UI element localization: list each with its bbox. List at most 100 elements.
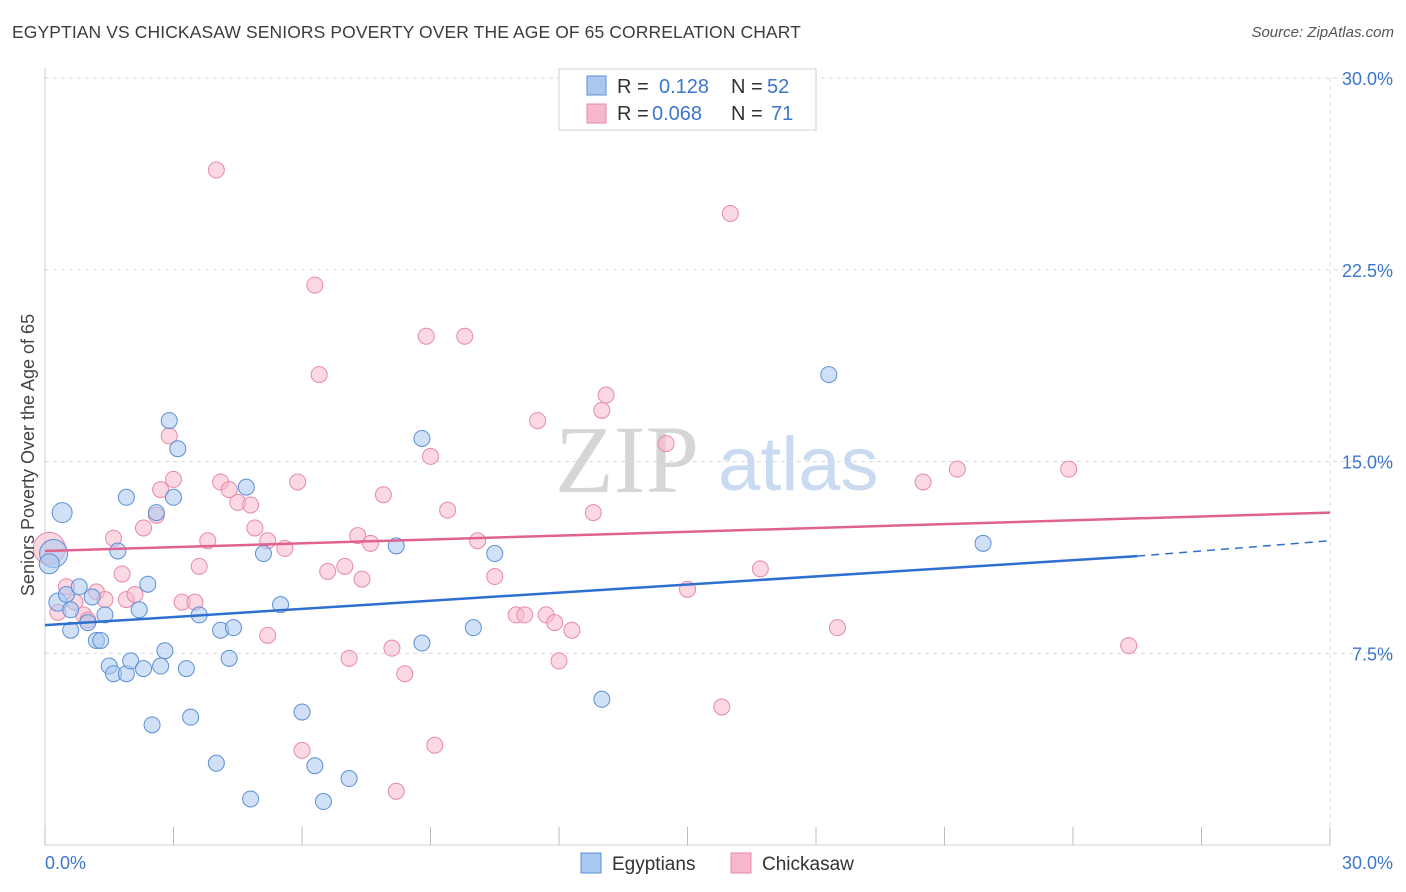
watermark: ZIP atlas	[555, 406, 879, 513]
chickasaw-point	[563, 621, 581, 639]
egyptians-point	[70, 578, 88, 596]
legend-n-label: N =	[731, 103, 763, 125]
egyptians-point	[160, 412, 178, 430]
chart-title: EGYPTIAN VS CHICKASAW SENIORS POVERTY OV…	[12, 22, 801, 42]
source-credit: Source: ZipAtlas.com	[1251, 24, 1394, 41]
chickasaw-point	[246, 519, 264, 537]
egyptians-point	[224, 619, 242, 637]
chickasaw-point	[550, 652, 568, 670]
egyptians-point	[109, 542, 127, 560]
chickasaw-point	[469, 532, 487, 550]
chickasaw-point	[353, 570, 371, 588]
legend-r-label: R =	[617, 76, 649, 98]
egyptians-point	[147, 504, 165, 522]
legend-swatch-egyptians[interactable]	[580, 852, 602, 874]
egyptians-point	[177, 660, 195, 678]
chickasaw-point	[113, 565, 131, 583]
egyptians-point	[314, 793, 332, 811]
egyptians-point	[92, 631, 110, 649]
egyptians-point	[272, 596, 290, 614]
chickasaw-point	[207, 161, 225, 179]
chickasaw-point	[362, 534, 380, 552]
chickasaw-point	[289, 473, 307, 491]
watermark-atlas: atlas	[718, 422, 879, 507]
chickasaw-point	[387, 782, 405, 800]
x-tick-label: 0.0%	[45, 853, 86, 873]
legend-swatch-chickasaw[interactable]	[730, 852, 752, 874]
egyptians-point	[38, 553, 60, 575]
egyptians-point	[135, 660, 153, 678]
egyptians-trend-extension	[1137, 540, 1331, 557]
egyptians-point	[152, 657, 170, 675]
egyptians-point	[51, 502, 73, 524]
legend-label-chickasaw[interactable]: Chickasaw	[762, 854, 854, 875]
egyptians-point	[413, 429, 431, 447]
chickasaw-point	[396, 665, 414, 683]
egyptians-point	[165, 488, 182, 506]
chickasaw-point	[374, 486, 392, 504]
chickasaw-point	[657, 435, 675, 453]
egyptians-point	[130, 601, 148, 619]
axes-layer: 7.5% 15.0% 22.5% 30.0% 0.0% 30.0%	[44, 68, 1393, 873]
legend-label-egyptians[interactable]: Egyptians	[612, 854, 695, 875]
y-tick-label: 7.5%	[1352, 644, 1393, 664]
chickasaw-point	[165, 470, 182, 488]
chickasaw-point	[349, 527, 367, 545]
legend-n-label: N =	[731, 76, 763, 98]
chickasaw-point	[597, 386, 615, 404]
egyptians-point	[820, 366, 838, 384]
egyptians-point	[122, 652, 140, 670]
points-layer	[32, 161, 1138, 811]
chickasaw-trend-line	[44, 511, 1331, 553]
y-tick-label: 30.0%	[1342, 69, 1393, 89]
chickasaw-point	[306, 276, 324, 294]
chickasaw-point	[713, 698, 731, 716]
chickasaw-point	[439, 501, 457, 519]
egyptians-trend-line	[44, 554, 1138, 627]
egyptians-point	[139, 575, 157, 593]
y-tick-label: 22.5%	[1342, 261, 1393, 281]
chickasaw-point	[914, 473, 932, 491]
egyptians-point	[593, 690, 611, 708]
chickasaw-point	[417, 327, 435, 345]
chickasaw-point	[751, 560, 769, 578]
chickasaw-point	[422, 447, 439, 465]
egyptians-point	[207, 754, 225, 772]
egyptians-point	[254, 545, 272, 563]
chickasaw-point	[242, 496, 260, 514]
egyptians-point	[413, 634, 431, 652]
egyptians-point	[237, 478, 255, 496]
egyptians-point	[96, 606, 114, 624]
egyptians-point	[242, 790, 260, 808]
chickasaw-point	[152, 481, 170, 499]
chickasaw-point	[584, 504, 602, 522]
chickasaw-point	[336, 557, 354, 575]
chickasaw-point	[126, 585, 144, 603]
chickasaw-point	[135, 519, 153, 537]
legend-n-value: 52	[767, 76, 789, 98]
x-tick-label: 30.0%	[1342, 853, 1393, 873]
y-axis-label: Seniors Poverty Over the Age of 65	[18, 314, 38, 596]
chickasaw-point	[310, 366, 328, 384]
chickasaw-point	[220, 481, 238, 499]
legend-n-value: 71	[771, 103, 793, 125]
legend-r-value: 0.068	[652, 103, 702, 125]
chickasaw-point	[293, 741, 311, 759]
egyptians-point	[182, 708, 200, 726]
chickasaw-point	[529, 412, 547, 430]
egyptians-point	[83, 588, 101, 606]
chickasaw-point	[828, 619, 846, 637]
chickasaw-point	[1060, 460, 1078, 478]
series-legend: Egyptians Chickasaw	[580, 852, 854, 875]
egyptians-point	[117, 488, 135, 506]
egyptians-point	[220, 649, 238, 667]
chickasaw-point	[948, 460, 966, 478]
chickasaw-point	[721, 205, 739, 223]
egyptians-point	[974, 534, 992, 552]
watermark-zip: ZIP	[555, 406, 699, 513]
legend-r-value: 0.128	[659, 76, 709, 98]
egyptians-point	[340, 770, 358, 788]
egyptians-point	[306, 757, 324, 775]
chickasaw-point	[340, 649, 358, 667]
egyptians-point	[62, 601, 80, 619]
